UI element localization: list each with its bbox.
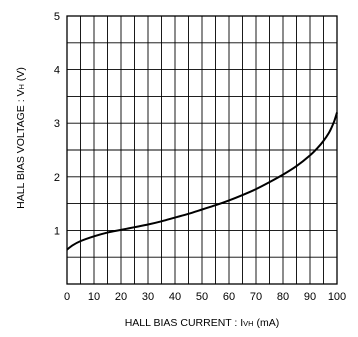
x-axis-label-unit: (mA) [254, 317, 280, 329]
x-tick-label: 90 [304, 291, 316, 303]
y-axis-label-text: HALL BIAS VOLTAGE : V [15, 89, 27, 208]
x-axis-label-subscript: VH [243, 319, 253, 328]
x-tick-label: 70 [250, 291, 262, 303]
plot-frame [66, 15, 338, 285]
y-tick-label: 2 [54, 172, 60, 184]
y-axis-label-unit: (V) [15, 67, 27, 84]
x-axis-label-text: HALL BIAS CURRENT : I [125, 317, 243, 329]
y-tick-label: 5 [54, 11, 60, 23]
y-axis-label: HALL BIAS VOLTAGE : VH (V) [15, 67, 27, 209]
x-tick-label: 100 [328, 291, 346, 303]
grid [67, 16, 337, 284]
x-axis-label: HALL BIAS CURRENT : IVH (mA) [125, 317, 280, 329]
x-tick-label: 0 [64, 291, 70, 303]
y-tick-label: 3 [54, 118, 60, 130]
x-tick-labels: 0 10 20 30 40 50 60 70 80 90 100 [64, 291, 346, 303]
x-tick-label: 50 [196, 291, 208, 303]
x-tick-label: 30 [142, 291, 154, 303]
y-tick-label: 1 [54, 225, 60, 237]
y-tick-labels: 1 2 3 4 5 [54, 11, 60, 237]
x-tick-label: 20 [115, 291, 127, 303]
x-tick-label: 80 [277, 291, 289, 303]
x-tick-label: 40 [169, 291, 181, 303]
y-axis-label-subscript: H [17, 84, 26, 89]
series-curve [66, 112, 338, 251]
x-tick-label: 60 [223, 291, 235, 303]
y-tick-label: 4 [54, 65, 60, 77]
x-tick-label: 10 [88, 291, 100, 303]
